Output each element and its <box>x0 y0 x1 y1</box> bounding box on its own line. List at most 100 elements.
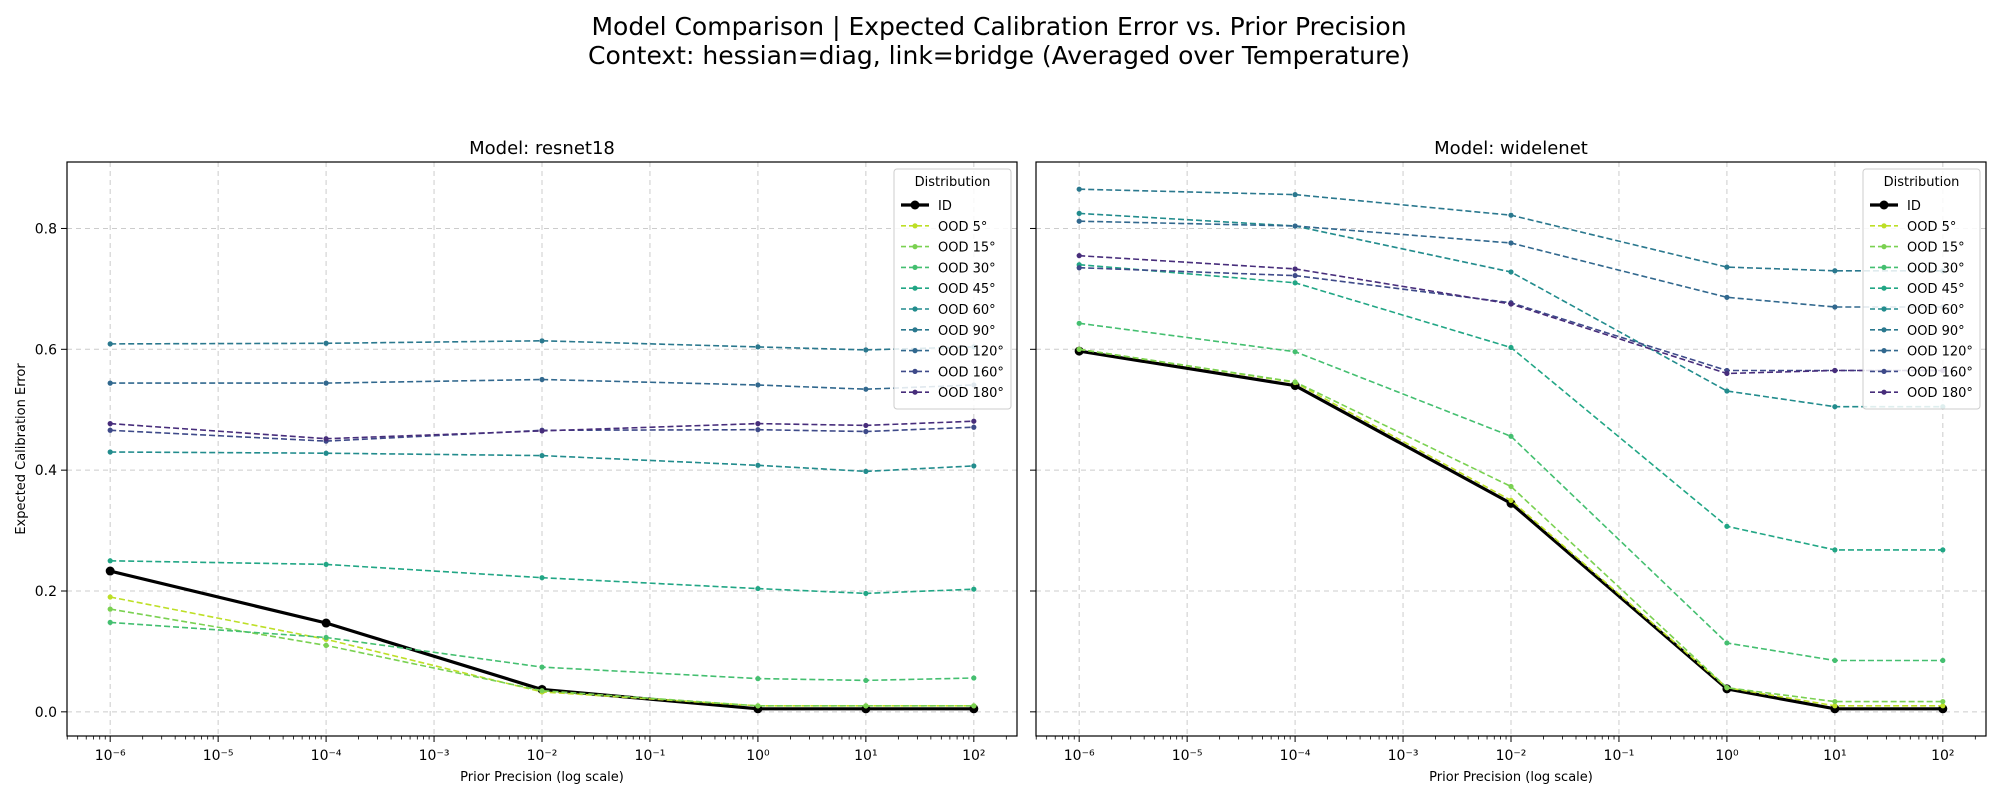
point-ood-120deg <box>1832 304 1838 310</box>
point-ood-45deg <box>1832 547 1838 553</box>
point-ood-15deg <box>1292 379 1298 385</box>
legend-entry-ood-45deg: OOD 45° <box>901 282 996 297</box>
legend-swatch-marker <box>912 223 918 229</box>
legend-entry-ood-5deg: OOD 5° <box>901 220 987 235</box>
point-ood-15deg <box>539 688 545 694</box>
point-ood-180deg <box>1292 266 1298 272</box>
legend-entry-ood-160deg: OOD 160° <box>901 365 1004 380</box>
point-ood-15deg <box>107 606 113 612</box>
legend-label: OOD 15° <box>1907 241 1965 256</box>
x-tick-label: 10¹ <box>854 748 877 764</box>
point-ood-15deg <box>1832 698 1838 705</box>
legend-label: OOD 5° <box>938 220 987 235</box>
point-ood-160deg <box>863 428 869 435</box>
legend-entry-ood-30deg: OOD 30° <box>1870 261 1965 276</box>
point-ood-45deg <box>107 558 113 564</box>
point-ood-180deg <box>755 421 761 427</box>
legend-label: OOD 180° <box>1907 386 1973 401</box>
legend-swatch-marker <box>912 368 918 374</box>
legend-label: OOD 45° <box>1907 282 1965 297</box>
point-ood-60deg <box>539 453 545 459</box>
series-line-ood-180deg <box>110 420 974 440</box>
legend-label: OOD 30° <box>938 261 996 276</box>
x-tick-label: 10² <box>962 748 985 764</box>
point-ood-45deg <box>1940 547 1946 553</box>
legend-entry-ood-60deg: OOD 60° <box>901 303 996 318</box>
legend-entry-ood-30deg: OOD 30° <box>901 261 996 276</box>
point-ood-90deg <box>539 338 545 344</box>
y-tick-label: 0.8 <box>35 221 57 237</box>
point-ood-30deg <box>1724 640 1730 646</box>
series-line-ood-180deg <box>1079 254 1943 375</box>
point-ood-45deg <box>863 590 869 597</box>
legend-swatch-marker <box>1881 389 1887 395</box>
axes-frame <box>1035 161 1987 737</box>
series-line-ood-90deg <box>1079 188 1943 272</box>
legend-swatch-marker <box>1881 348 1887 354</box>
legend-label: OOD 90° <box>938 324 996 339</box>
point-ood-45deg <box>755 585 761 592</box>
legend-swatch-marker <box>912 244 918 250</box>
series-line-ood-30deg <box>1079 322 1943 662</box>
point-ood-120deg <box>107 380 113 386</box>
legend-swatch-marker <box>1881 285 1887 291</box>
legend-title: Distribution <box>1884 175 1960 190</box>
point-ood-15deg <box>755 703 761 709</box>
point-ood-90deg <box>1292 192 1298 198</box>
x-tick-label: 10⁻² <box>1496 748 1527 764</box>
series-ood-45deg <box>107 558 977 597</box>
legend-label: OOD 45° <box>938 282 996 297</box>
point-ood-180deg <box>1832 367 1838 374</box>
point-ood-160deg <box>1292 272 1298 279</box>
point-ood-15deg <box>971 703 977 709</box>
legend-title: Distribution <box>915 175 991 190</box>
point-ood-120deg <box>1724 294 1730 300</box>
x-tick-label: 10⁻⁵ <box>1172 748 1203 764</box>
panel-resnet18: 10⁻⁶ 10⁻⁵ 10⁻⁴ 10⁻³ 10⁻² 10⁻¹ 10⁰ 10¹ 10² 0.0 0.2 0… <box>14 138 1018 785</box>
legend-label: OOD 160° <box>1907 365 1973 380</box>
point-ood-45deg <box>1724 523 1730 529</box>
legend-swatch-marker <box>1881 223 1887 229</box>
point-id <box>321 618 331 628</box>
legend-label: OOD 30° <box>1907 261 1965 276</box>
point-ood-90deg <box>107 341 113 347</box>
point-ood-90deg <box>1724 264 1730 270</box>
legend-swatch-marker <box>1881 244 1887 250</box>
legend-entry-ood-90deg: OOD 90° <box>901 324 996 339</box>
point-ood-15deg <box>1724 685 1730 691</box>
x-axis-label: Prior Precision (log scale) <box>460 770 624 785</box>
point-ood-160deg <box>971 424 977 430</box>
point-ood-60deg <box>1724 388 1730 394</box>
series-line-ood-120deg <box>1079 220 1943 308</box>
series-ood-30deg <box>1076 320 1946 664</box>
point-ood-30deg <box>1940 657 1946 664</box>
legend-swatch-marker <box>912 348 918 354</box>
point-id <box>105 566 115 576</box>
point-ood-30deg <box>1508 433 1514 439</box>
x-tick-label: 10⁰ <box>1715 748 1739 764</box>
panel-title: Model: widelenet <box>1434 138 1588 159</box>
point-ood-30deg <box>971 675 977 681</box>
panel-title: Model: resnet18 <box>469 138 615 159</box>
series-ood-15deg <box>1076 346 1946 705</box>
legend-entry-ood-15deg: OOD 15° <box>1870 241 1965 256</box>
point-ood-60deg <box>1508 269 1514 275</box>
point-ood-45deg <box>539 575 545 581</box>
point-ood-120deg <box>1292 223 1298 229</box>
x-tick-label: 10⁻⁴ <box>1280 748 1311 764</box>
point-ood-30deg <box>1292 349 1298 355</box>
legend-swatch-marker <box>912 327 918 333</box>
legend-swatch-marker <box>912 306 918 312</box>
y-tick-label: 0.4 <box>35 463 57 479</box>
point-ood-45deg <box>323 561 329 568</box>
figure-title-line2: Context: hessian=diag, link=bridge (Aver… <box>588 41 1410 70</box>
legend-box <box>893 168 1012 410</box>
legend: Distribution ID OOD 5° OOD 15° OOD 30° OOD 45… <box>1862 168 1981 410</box>
legend-entry-ood-90deg: OOD 90° <box>1870 324 1965 339</box>
series-line-ood-160deg <box>110 426 974 442</box>
series-ood-15deg <box>107 606 977 709</box>
point-ood-180deg <box>863 422 869 429</box>
point-ood-60deg <box>755 462 761 468</box>
legend-swatch-marker <box>912 264 918 270</box>
x-tick-label: 10⁻³ <box>1388 748 1419 764</box>
